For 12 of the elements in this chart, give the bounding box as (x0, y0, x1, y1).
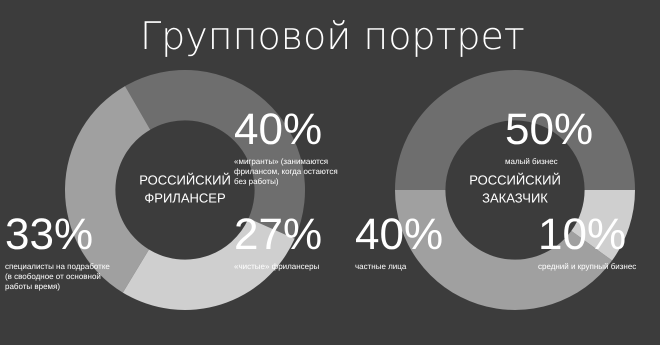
slice-label: средний и крупный бизнес (538, 262, 636, 272)
text: РОССИЙСКИЙ ЗАКАЗЧИК (469, 172, 561, 206)
data-label: 33% (5, 210, 94, 260)
slice-label: «мигранты» (занимаются фрилансом, когда остаются без работы) (234, 157, 338, 186)
data-label: 40% (234, 105, 322, 154)
chart-title: Групповой портрет (140, 14, 525, 58)
slice-label: частные лица (355, 262, 407, 272)
text: РОССИЙСКИЙ ФРИЛАНСЕР (139, 172, 231, 206)
slice-label: малый бизнес (505, 157, 558, 166)
slice-label: специалисты на подработке (в свободное от основной работы время) (5, 262, 110, 292)
data-label: 40% (355, 210, 444, 260)
data-label: 50% (505, 105, 594, 154)
